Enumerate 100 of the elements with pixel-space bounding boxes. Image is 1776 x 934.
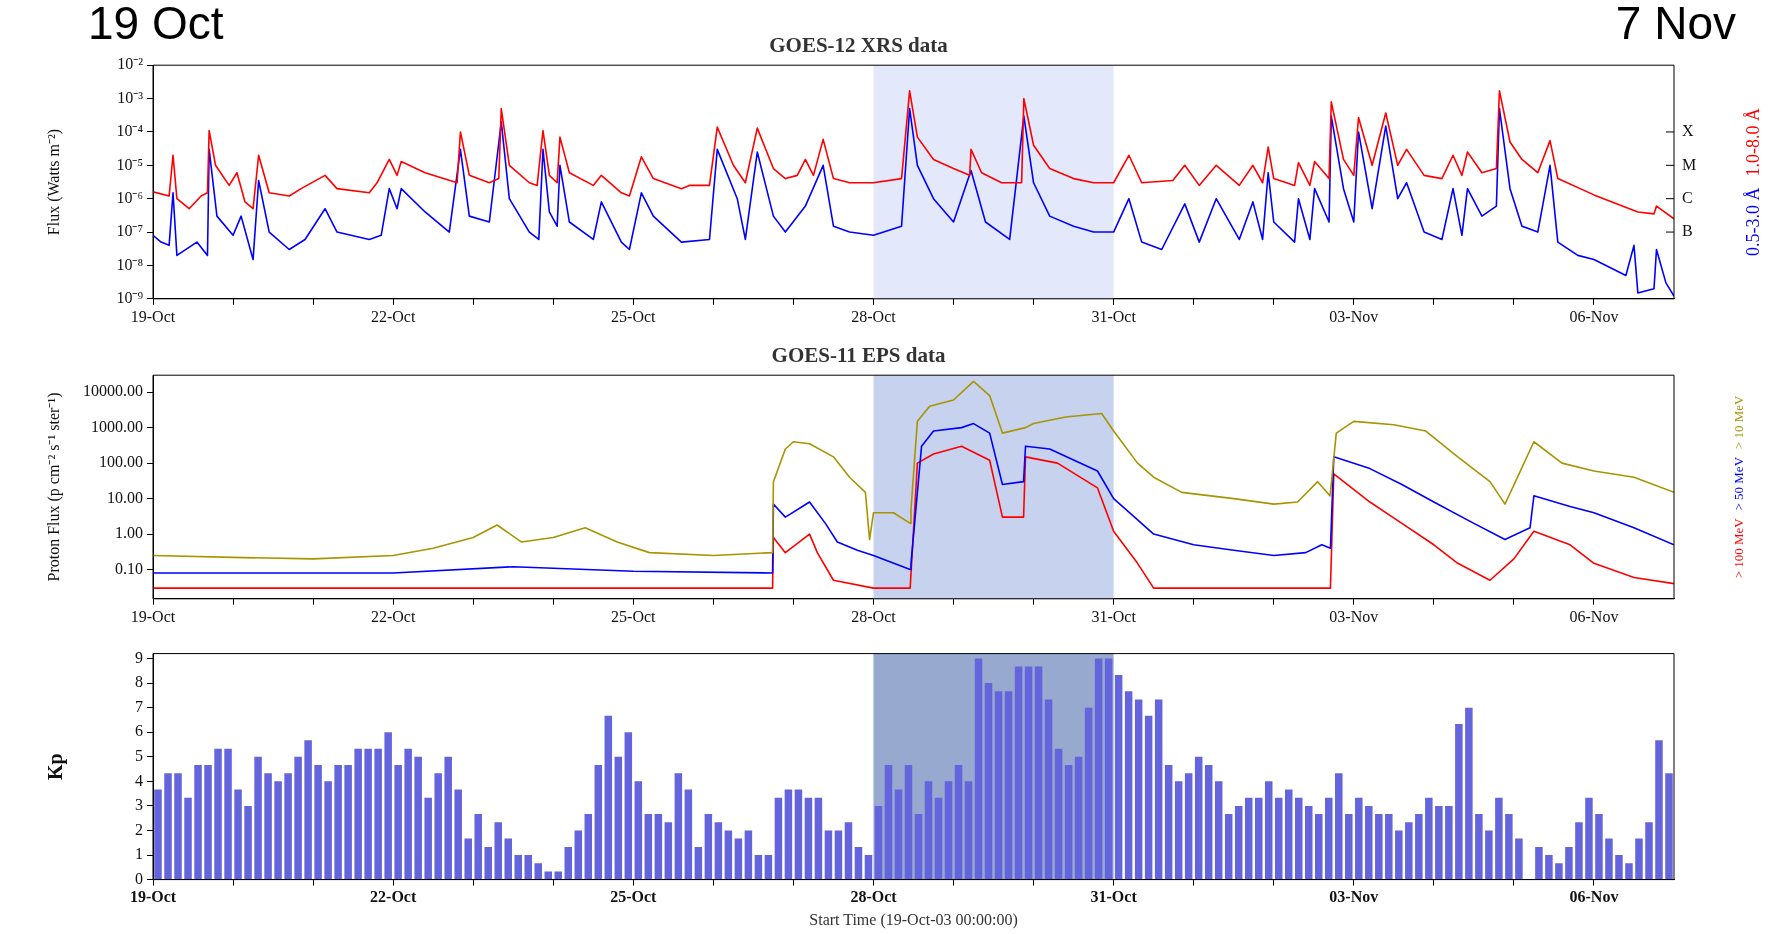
x-tick-label: 28-Oct — [851, 607, 897, 625]
bar — [454, 789, 462, 880]
text: > 100 MeV — [1731, 517, 1747, 579]
bar — [1335, 773, 1343, 880]
bar — [1264, 781, 1273, 880]
x-tick-label: 28-Oct — [851, 307, 897, 325]
bar — [484, 846, 492, 880]
bar — [1475, 814, 1483, 880]
bar — [584, 814, 593, 880]
bar — [974, 658, 983, 880]
bar — [1104, 658, 1113, 880]
bar — [1365, 805, 1373, 880]
bar — [404, 748, 412, 880]
bar — [1144, 715, 1153, 880]
y-tick-label: 0.10 — [115, 559, 143, 577]
bar — [224, 748, 232, 880]
bar — [444, 756, 452, 880]
text: 0.5-3.0 Å — [1742, 187, 1763, 256]
y-tick-label: 2 — [135, 820, 143, 838]
bar — [1204, 764, 1213, 880]
bar — [1124, 691, 1133, 880]
x-tick-label: 22-Oct — [370, 888, 417, 906]
bar — [864, 855, 873, 880]
bar — [1595, 814, 1603, 880]
x-tick-label: 19-Oct — [130, 307, 176, 325]
x-tick-label: 31-Oct — [1090, 888, 1138, 906]
bar — [384, 732, 392, 880]
bar — [504, 838, 512, 880]
bar — [924, 781, 933, 880]
bar — [1545, 855, 1553, 880]
bar — [464, 838, 472, 880]
bar — [964, 781, 973, 880]
bar — [834, 830, 843, 880]
bar — [174, 773, 182, 880]
bar — [1034, 666, 1043, 880]
y-tick-label: 10⁻⁶ — [116, 188, 143, 206]
bar — [824, 830, 833, 880]
bar — [234, 789, 242, 880]
bar — [654, 814, 663, 880]
bar — [324, 781, 332, 880]
bar — [564, 846, 573, 880]
bar — [954, 764, 963, 880]
bar — [914, 814, 923, 880]
bar — [314, 764, 322, 880]
y-tick-label: 10000.00 — [83, 382, 143, 400]
bar — [1164, 764, 1173, 880]
bar — [414, 756, 422, 880]
bar — [644, 814, 653, 880]
bar — [1655, 740, 1663, 880]
y-tick-label: 10⁻⁴ — [116, 122, 144, 140]
bar — [1425, 797, 1433, 880]
text: M — [1682, 155, 1697, 173]
y-tick-label: 10⁻⁸ — [116, 255, 143, 273]
bar — [1495, 797, 1503, 880]
bar — [904, 764, 913, 880]
bar — [674, 773, 683, 880]
bar — [524, 855, 532, 880]
bar — [764, 855, 773, 880]
bar — [184, 797, 192, 880]
bar — [1415, 814, 1423, 880]
bar — [1315, 814, 1323, 880]
text: 7 Nov — [1615, 0, 1736, 50]
y-tick-label: 10⁻⁹ — [116, 289, 144, 306]
bar — [1004, 691, 1013, 880]
y-axis-title: Flux (Watts m⁻²) — [44, 128, 63, 236]
y-tick-label: 100.00 — [99, 453, 143, 471]
bar — [364, 748, 372, 880]
bar — [1274, 797, 1283, 880]
x-tick-label: 22-Oct — [370, 307, 416, 325]
text: 1.0-8.0 Å — [1742, 108, 1763, 177]
y-tick-label: 5 — [135, 746, 143, 764]
bar — [1044, 699, 1053, 880]
y-tick-label: 0 — [135, 869, 143, 887]
x-tick-label: 03-Nov — [1329, 607, 1379, 625]
bar — [284, 773, 292, 880]
x-tick-label: 19-Oct — [130, 607, 176, 625]
bar — [1355, 797, 1363, 880]
y-tick-label: 7 — [135, 697, 143, 715]
bar — [894, 789, 903, 880]
bar — [554, 871, 563, 880]
bar — [664, 822, 673, 880]
y-tick-label: 3 — [135, 796, 143, 814]
text: B — [1682, 222, 1693, 240]
y-axis-title: Kp — [44, 753, 68, 780]
bar — [1234, 805, 1243, 880]
bar — [1214, 781, 1223, 880]
bar — [534, 863, 543, 880]
bar — [1505, 814, 1513, 880]
bar — [1605, 838, 1613, 880]
bar — [1435, 805, 1443, 880]
bar — [784, 789, 793, 880]
bar — [614, 756, 623, 880]
y-tick-label: 4 — [135, 771, 143, 789]
bar — [744, 830, 753, 880]
bar — [1575, 822, 1583, 880]
bar — [734, 838, 743, 880]
x-tick-label: 22-Oct — [370, 607, 416, 625]
bar — [1345, 814, 1353, 880]
bar — [294, 756, 302, 880]
y-tick-label: 8 — [135, 673, 143, 691]
